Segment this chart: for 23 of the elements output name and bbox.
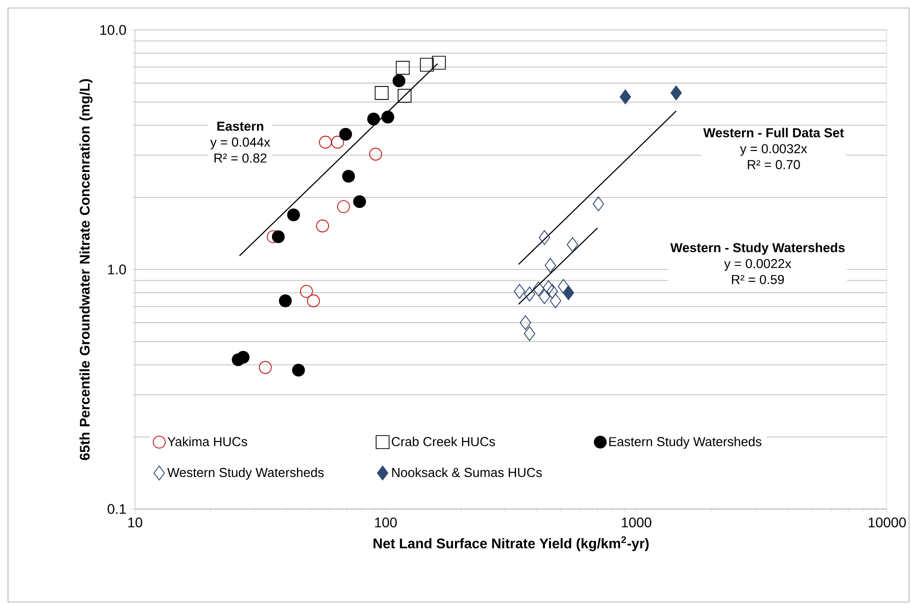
y-tick-label: 0.1 bbox=[108, 504, 126, 514]
annotation: y = 0.0022x bbox=[724, 259, 792, 271]
y-tick-label: 1.0 bbox=[108, 264, 126, 274]
annotation: Eastern bbox=[217, 122, 264, 131]
legend-label: Nooksack & Sumas HUCs bbox=[392, 468, 542, 478]
y-tick-label: 10.0 bbox=[100, 25, 126, 35]
x-tick-label: 10000 bbox=[868, 517, 906, 528]
legend-label: Western Study Watersheds bbox=[167, 468, 324, 480]
annotation: Western - Full Data Set bbox=[703, 128, 844, 138]
y-axis-title: 65th Percentile Groundwater Nitrate Concenration (mg/L) bbox=[79, 79, 93, 460]
annotation: R² = 0.70 bbox=[748, 160, 800, 170]
annotation: Western - Study Watersheds bbox=[670, 242, 845, 255]
x-tick-label: 1000 bbox=[622, 517, 652, 528]
annotation: R² = 0.82 bbox=[214, 153, 266, 163]
legend-label: Yakima HUCs bbox=[168, 436, 248, 446]
legend-label: Crab Creek HUCs bbox=[392, 436, 496, 446]
legend-label: Eastern Study Watersheds bbox=[609, 436, 762, 449]
x-axis-title: Net Land Surface Nitrate Yield (kg/km$^{2}$-yr) bbox=[374, 536, 649, 552]
annotation: y = 0.0032x bbox=[740, 144, 808, 156]
annotation: y = 0.044x bbox=[210, 138, 270, 150]
x-tick-label: 10 bbox=[128, 517, 142, 528]
annotation: R² = 0.59 bbox=[732, 274, 784, 284]
x-tick-label: 100 bbox=[375, 517, 397, 528]
